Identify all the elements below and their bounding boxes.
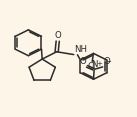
- Text: +: +: [96, 61, 102, 67]
- Text: N: N: [91, 60, 97, 69]
- Text: O: O: [103, 57, 110, 66]
- Text: NH: NH: [74, 45, 87, 54]
- Text: O: O: [79, 57, 86, 66]
- Text: −: −: [105, 59, 111, 65]
- Text: O: O: [54, 31, 61, 40]
- Text: Cl: Cl: [88, 62, 96, 71]
